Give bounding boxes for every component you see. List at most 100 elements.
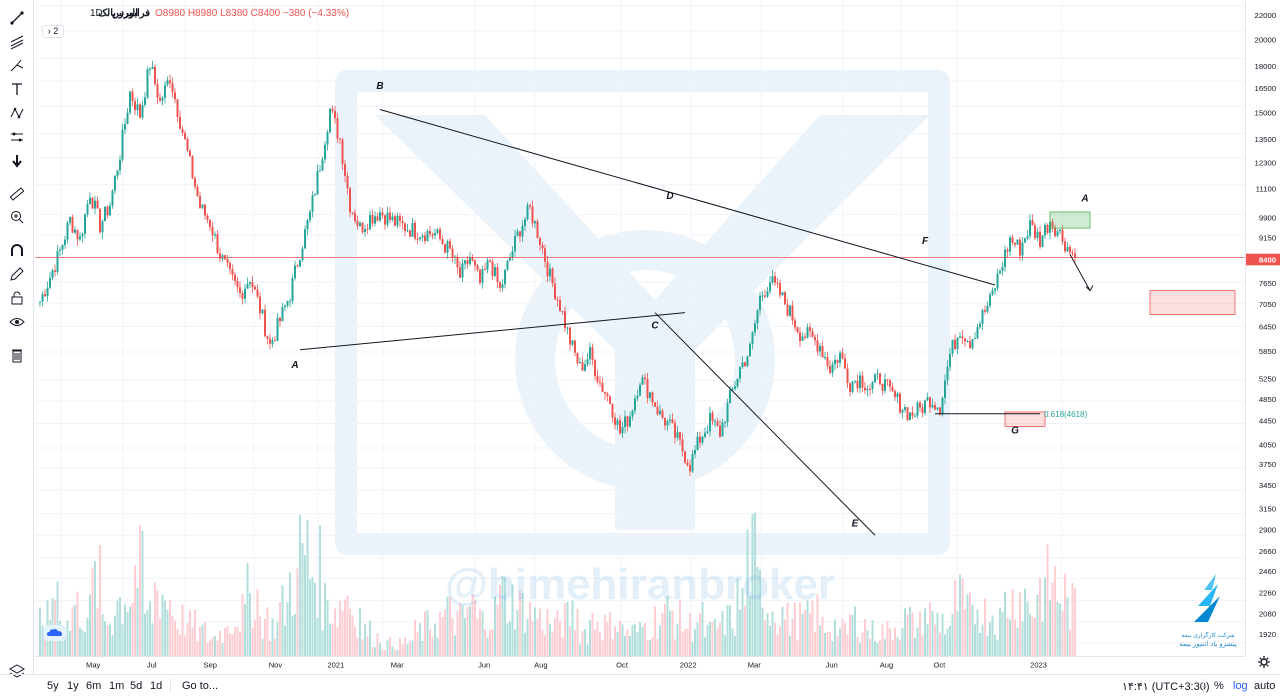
candle-body	[614, 417, 616, 425]
volume-bar	[664, 603, 666, 656]
candle-body	[666, 421, 669, 426]
candle-body	[1021, 242, 1024, 256]
drawing-toolbar	[0, 0, 34, 678]
pencil-lock-icon[interactable]	[7, 264, 27, 284]
volume-bar	[436, 637, 439, 656]
trend-line[interactable]	[654, 312, 876, 536]
candle-body	[189, 150, 191, 157]
price-axis[interactable]: 22000 20000 18000 16500 15000 13500 12300 11100…	[1245, 0, 1280, 656]
volume-bars	[39, 512, 1076, 656]
close-value: C8400	[250, 8, 281, 19]
volume-bar	[711, 621, 714, 656]
candle-body	[386, 212, 389, 225]
price-chart[interactable]: ABCDEFGAB 0.618(4618)	[35, 0, 1245, 656]
price-tick-label: 4450	[1259, 417, 1277, 426]
trend-line[interactable]	[379, 109, 996, 286]
forecast-arrow[interactable]	[1069, 254, 1091, 291]
candle-body	[764, 295, 766, 297]
candle-body	[509, 257, 511, 261]
trend-line[interactable]	[299, 312, 686, 351]
volume-bar	[404, 636, 406, 656]
range-5y[interactable]: 5y	[47, 680, 59, 692]
pattern-icon[interactable]	[7, 103, 27, 123]
candle-body	[146, 69, 149, 98]
zone-target[interactable]	[1149, 290, 1236, 316]
candle-body	[1051, 221, 1054, 228]
range-6m[interactable]: 6m	[86, 680, 102, 692]
range-1d[interactable]: 1d	[150, 680, 163, 692]
candle-body	[104, 206, 106, 222]
zone-support[interactable]	[1004, 411, 1046, 427]
forecast-icon[interactable]	[7, 127, 27, 147]
volume-bar	[394, 650, 396, 656]
trash-icon[interactable]	[7, 345, 27, 365]
candle-body	[711, 412, 714, 422]
indicators-toggle[interactable]: › 2	[42, 25, 64, 38]
range-1y[interactable]: 1y	[67, 680, 79, 692]
volume-bar	[599, 632, 601, 656]
candle-body	[704, 432, 706, 437]
volume-bar	[181, 604, 184, 656]
arrow-down-icon[interactable]	[7, 151, 27, 171]
trend-line-icon[interactable]	[7, 32, 27, 52]
volume-bar	[969, 592, 971, 656]
volume-bar	[396, 649, 399, 656]
volume-bar	[674, 639, 676, 656]
volume-bar	[951, 613, 954, 656]
candle-body	[71, 217, 74, 233]
percent-toggle[interactable]: %	[1214, 680, 1224, 692]
ruler-icon[interactable]	[7, 184, 27, 204]
settings-gear-icon[interactable]	[1257, 655, 1271, 669]
time-axis[interactable]: May Jul Sep Nov 2021 Mar Jun Aug Oct 2022 Mar Jun Au…	[35, 656, 1245, 674]
zone-resistance[interactable]	[1049, 211, 1091, 229]
volume-bar	[526, 618, 529, 656]
candle-body	[754, 323, 756, 333]
wave-label: D	[666, 191, 673, 202]
candle-body	[924, 400, 926, 414]
volume-bar	[341, 611, 344, 656]
eye-icon[interactable]	[7, 312, 27, 332]
candle-body	[939, 407, 941, 415]
volume-bar	[1051, 582, 1054, 656]
exchange-name: فرابورس	[112, 8, 151, 19]
volume-bar	[766, 613, 769, 656]
magnet-icon[interactable]	[7, 241, 27, 261]
candle-body	[559, 300, 561, 311]
candle-body	[1016, 239, 1019, 245]
goto-button[interactable]: Go to...	[182, 680, 219, 692]
volume-bar	[821, 617, 824, 656]
candle-body	[881, 383, 884, 391]
volume-bar	[879, 640, 881, 656]
range-1m[interactable]: 1m	[109, 680, 125, 692]
clock-time[interactable]: ۱۴:۴۱ (UTC+3:30)	[1122, 681, 1210, 693]
candle-body	[746, 356, 749, 366]
volume-bar	[201, 624, 204, 656]
lock-icon[interactable]	[7, 288, 27, 308]
candle-body	[504, 269, 506, 285]
candle-body	[41, 294, 44, 302]
zoom-in-icon[interactable]	[7, 207, 27, 227]
candle-body	[421, 235, 424, 238]
symbol-name[interactable]: البرز بالک	[98, 8, 138, 19]
candle-body	[429, 230, 431, 235]
candle-body	[1064, 241, 1066, 252]
text-icon[interactable]	[7, 79, 27, 99]
candle-body	[1026, 236, 1029, 239]
wave-label: A	[290, 360, 298, 371]
candles	[39, 60, 1076, 477]
pitchfork-icon[interactable]	[7, 56, 27, 76]
volume-bar	[756, 566, 759, 656]
cursor-icon[interactable]	[7, 8, 27, 28]
candle-body	[991, 290, 994, 295]
auto-toggle[interactable]: auto	[1254, 680, 1276, 692]
volume-bar	[569, 626, 571, 656]
candle-body	[184, 132, 186, 140]
volume-bar	[111, 635, 114, 656]
volume-bar	[736, 578, 739, 656]
range-5d[interactable]: 5d	[130, 680, 143, 692]
volume-bar	[511, 584, 514, 656]
volume-bar	[834, 619, 836, 656]
volume-bar	[774, 622, 776, 656]
log-toggle[interactable]: log	[1233, 680, 1248, 692]
timeframe[interactable]: 1D	[90, 8, 103, 19]
